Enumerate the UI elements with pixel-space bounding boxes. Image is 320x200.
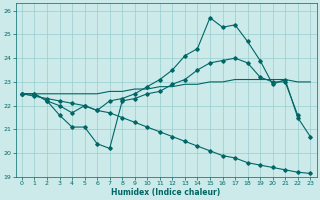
X-axis label: Humidex (Indice chaleur): Humidex (Indice chaleur) xyxy=(111,188,221,197)
